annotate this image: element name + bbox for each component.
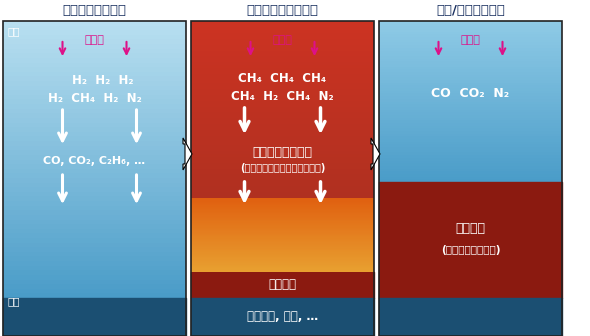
Text: アミノ酸, 核酸, …: アミノ酸, 核酸, …	[247, 310, 318, 324]
Text: 紫外線: 紫外線	[84, 35, 104, 45]
Bar	[3, 21, 186, 336]
Text: 水素/メタン消失後: 水素/メタン消失後	[436, 3, 505, 16]
Bar	[191, 21, 374, 336]
Text: 紫外線: 紫外線	[461, 35, 480, 45]
Text: H₂  H₂  H₂: H₂ H₂ H₂	[72, 75, 133, 87]
Text: CH₄  H₂  CH₄  N₂: CH₄ H₂ CH₄ N₂	[231, 89, 334, 102]
Text: 大気: 大気	[7, 26, 19, 36]
Text: CO  CO₂  N₂: CO CO₂ N₂	[431, 87, 510, 100]
Text: 紫外線: 紫外線	[273, 35, 293, 45]
Text: 有機物層: 有機物層	[268, 279, 297, 292]
Text: メタンが豊富な段階: メタンが豊富な段階	[247, 3, 319, 16]
Text: (厚さ数百メートル): (厚さ数百メートル)	[441, 245, 500, 255]
Text: 水素が豊富な段階: 水素が豊富な段階	[63, 3, 126, 16]
Bar	[379, 21, 562, 336]
Text: 海洋: 海洋	[7, 296, 19, 306]
Text: CH₄  CH₄  CH₄: CH₄ CH₄ CH₄	[238, 73, 326, 85]
Text: 有機物層: 有機物層	[455, 221, 486, 235]
FancyArrow shape	[183, 138, 192, 170]
FancyArrow shape	[371, 138, 380, 170]
Text: CO, CO₂, C₂H₆, …: CO, CO₂, C₂H₆, …	[44, 156, 146, 166]
Text: H₂  CH₄  H₂  N₂: H₂ CH₄ H₂ N₂	[48, 91, 142, 104]
Text: 多種多様な有機物: 多種多様な有機物	[253, 146, 313, 160]
Text: (生命材料の基になる物質含む): (生命材料の基になる物質含む)	[240, 163, 325, 173]
